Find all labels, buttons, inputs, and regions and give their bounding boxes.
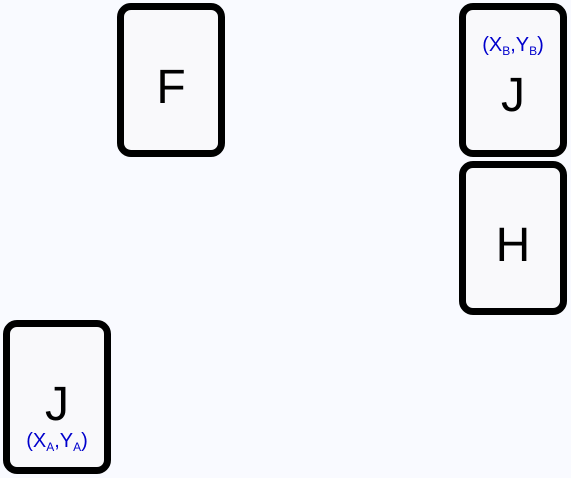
coord-subscript-y: B <box>529 44 538 58</box>
coordinate-label-a: (XA,YA) <box>10 430 104 454</box>
card-letter: F <box>156 61 186 114</box>
coord-separator: ,Y <box>510 34 530 56</box>
coord-close: ) <box>537 34 544 56</box>
coord-close: ) <box>81 430 88 452</box>
coord-subscript-x: B <box>502 44 511 58</box>
coordinate-label-b: (XB,YB) <box>466 34 560 58</box>
card-letter: J <box>501 69 525 122</box>
coord-subscript-x: A <box>46 440 55 454</box>
card-f: F <box>117 3 225 157</box>
coord-separator: ,Y <box>54 430 74 452</box>
card-letter: H <box>495 219 531 272</box>
card-j-b: (XB,YB) J <box>459 3 567 157</box>
coord-subscript-y: A <box>73 440 82 454</box>
card-h: H <box>459 161 567 315</box>
coord-open: (X <box>26 430 47 452</box>
coord-open: (X <box>482 34 503 56</box>
card-letter: J <box>45 378 69 431</box>
card-j-a: J (XA,YA) <box>3 320 111 474</box>
